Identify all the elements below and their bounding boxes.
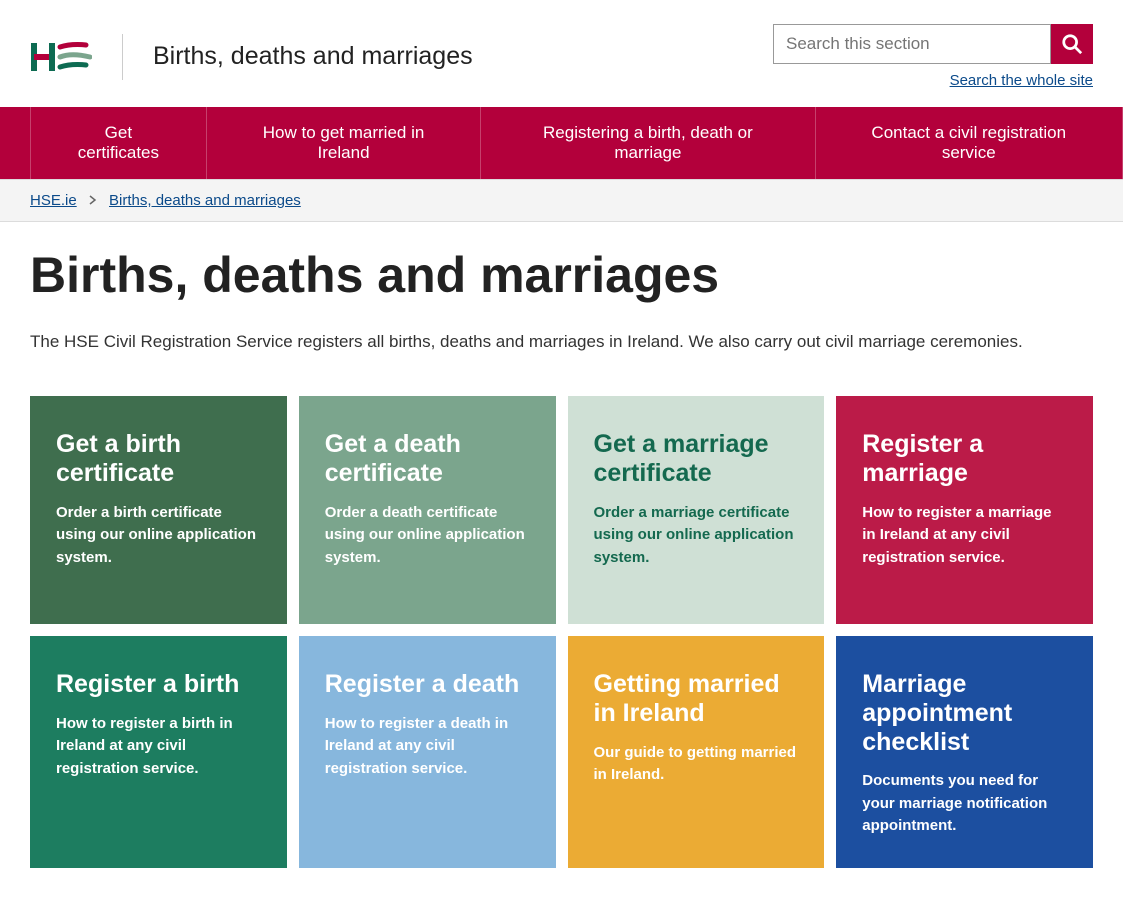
header-left: Births, deaths and marriages xyxy=(30,34,473,80)
card-register-a-marriage[interactable]: Register a marriage How to register a mar… xyxy=(836,396,1093,624)
header: Births, deaths and marriages Search the … xyxy=(0,0,1123,95)
nav-how-to-get-married[interactable]: How to get married in Ireland xyxy=(207,107,482,179)
card-desc: Order a birth certificate using our onli… xyxy=(56,502,261,570)
breadcrumb: HSE.ie Births, deaths and marriages xyxy=(0,179,1123,222)
card-desc: Documents you need for your marriage not… xyxy=(862,770,1067,838)
card-desc: How to register a marriage in Ireland at… xyxy=(862,502,1067,570)
card-grid: Get a birth certificate Order a birth cer… xyxy=(30,396,1093,868)
breadcrumb-current[interactable]: Births, deaths and marriages xyxy=(109,192,301,209)
card-marriage-appointment-checklist[interactable]: Marriage appointment checklist Documents … xyxy=(836,636,1093,868)
card-desc: How to register a birth in Ireland at an… xyxy=(56,713,261,781)
card-getting-married-in-ireland[interactable]: Getting married in Ireland Our guide to g… xyxy=(568,636,825,868)
card-desc: Order a death certificate using our onli… xyxy=(325,502,530,570)
card-title: Get a birth certificate xyxy=(56,430,261,488)
card-desc: Our guide to getting married in Ireland. xyxy=(594,742,799,787)
nav-get-certificates[interactable]: Get certificates xyxy=(30,107,207,179)
nav-contact-service[interactable]: Contact a civil registration service xyxy=(816,107,1123,179)
search-row xyxy=(773,24,1093,64)
card-title: Register a death xyxy=(325,670,530,699)
card-register-a-birth[interactable]: Register a birth How to register a birth … xyxy=(30,636,287,868)
card-desc: Order a marriage certificate using our o… xyxy=(594,502,799,570)
card-desc: How to register a death in Ireland at an… xyxy=(325,713,530,781)
card-title: Register a marriage xyxy=(862,430,1067,488)
nav-registering[interactable]: Registering a birth, death or marriage xyxy=(481,107,815,179)
card-get-a-birth-certificate[interactable]: Get a birth certificate Order a birth cer… xyxy=(30,396,287,624)
card-title: Getting married in Ireland xyxy=(594,670,799,728)
card-register-a-death[interactable]: Register a death How to register a death … xyxy=(299,636,556,868)
search-whole-site-link[interactable]: Search the whole site xyxy=(950,72,1093,89)
section-title: Births, deaths and marriages xyxy=(153,42,473,71)
search-area: Search the whole site xyxy=(773,24,1093,89)
page-intro: The HSE Civil Registration Service regis… xyxy=(30,332,1093,352)
card-get-a-death-certificate[interactable]: Get a death certificate Order a death cer… xyxy=(299,396,556,624)
card-title: Get a marriage certificate xyxy=(594,430,799,488)
hse-logo[interactable] xyxy=(30,37,92,77)
main-content: Births, deaths and marriages The HSE Civ… xyxy=(0,222,1123,908)
card-get-a-marriage-certificate[interactable]: Get a marriage certificate Order a marria… xyxy=(568,396,825,624)
chevron-right-icon xyxy=(89,192,97,209)
card-title: Register a birth xyxy=(56,670,261,699)
page-title: Births, deaths and marriages xyxy=(30,246,1093,304)
search-button[interactable] xyxy=(1051,24,1093,64)
header-divider xyxy=(122,34,123,80)
search-input[interactable] xyxy=(773,24,1051,64)
breadcrumb-root[interactable]: HSE.ie xyxy=(30,192,77,209)
primary-nav: Get certificates How to get married in I… xyxy=(0,107,1123,179)
search-icon xyxy=(1061,33,1083,55)
card-title: Get a death certificate xyxy=(325,430,530,488)
card-title: Marriage appointment checklist xyxy=(862,670,1067,756)
